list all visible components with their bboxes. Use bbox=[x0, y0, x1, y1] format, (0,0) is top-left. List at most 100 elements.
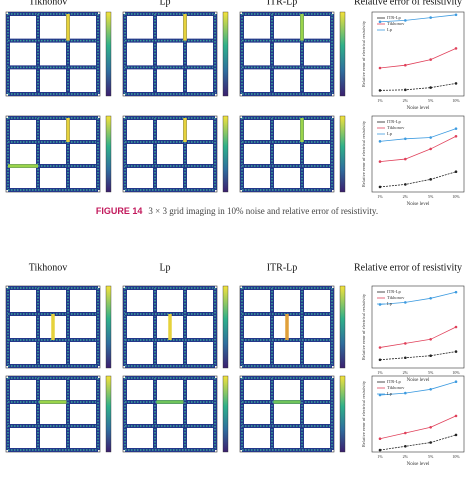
colorbar bbox=[339, 11, 346, 97]
colorbar bbox=[222, 115, 229, 193]
panel-title: ITR-Lp bbox=[267, 0, 298, 7]
panel-frame bbox=[122, 375, 218, 453]
plot-frame bbox=[371, 115, 465, 193]
point bbox=[454, 433, 458, 437]
series-line bbox=[379, 381, 457, 396]
panel-frame bbox=[239, 11, 335, 97]
x-tick-label: 1% bbox=[377, 98, 383, 103]
point bbox=[404, 431, 407, 435]
legend-label: Tikhonov bbox=[387, 125, 405, 130]
point bbox=[429, 441, 432, 444]
panel-title: Relative error of resistivity bbox=[354, 262, 462, 273]
legend-label: Tikhonov bbox=[387, 385, 405, 390]
y-axis-label: Relative error of electrical resistivity bbox=[361, 20, 366, 87]
series-line bbox=[379, 326, 457, 348]
colorbar bbox=[105, 375, 112, 453]
plot-frame bbox=[371, 375, 465, 453]
point bbox=[429, 426, 432, 429]
caption-text: 3 × 3 grid imaging in 10% noise and rela… bbox=[148, 206, 378, 216]
x-tick-label: 2% bbox=[403, 370, 409, 375]
point bbox=[454, 290, 458, 294]
x-axis-label: Noise level bbox=[407, 202, 430, 207]
series-line bbox=[379, 135, 457, 162]
x-tick-label: 10% bbox=[452, 98, 460, 103]
colorbar bbox=[339, 115, 346, 193]
point bbox=[404, 356, 407, 360]
colorbar bbox=[222, 375, 229, 453]
x-tick-label: 1% bbox=[377, 370, 383, 375]
point bbox=[454, 350, 458, 353]
y-axis-label: Relative error of electrical resistivity bbox=[361, 293, 366, 360]
point bbox=[378, 66, 382, 70]
panel-title: Lp bbox=[159, 262, 170, 273]
panel-frame bbox=[239, 375, 335, 453]
point bbox=[378, 140, 382, 143]
point bbox=[429, 297, 432, 300]
panel-title: ITR-Lp bbox=[267, 262, 298, 273]
x-tick-label: 5% bbox=[428, 98, 434, 103]
legend-label: ITR-Lp bbox=[387, 379, 401, 384]
x-tick-label: 2% bbox=[403, 98, 409, 103]
colorbar bbox=[222, 285, 229, 369]
series-line bbox=[379, 434, 457, 451]
series-line bbox=[379, 128, 457, 142]
point bbox=[454, 13, 458, 17]
x-tick-label: 10% bbox=[452, 370, 460, 375]
point bbox=[404, 19, 407, 22]
point bbox=[429, 178, 432, 181]
point bbox=[378, 160, 382, 163]
panel-frame bbox=[5, 11, 101, 97]
point bbox=[378, 89, 382, 92]
x-tick-label: 5% bbox=[428, 454, 434, 459]
point bbox=[378, 346, 382, 349]
x-tick-label: 5% bbox=[428, 370, 434, 375]
x-tick-label: 10% bbox=[452, 194, 460, 199]
x-tick-label: 1% bbox=[377, 454, 383, 459]
point bbox=[378, 185, 382, 189]
panel-frame bbox=[122, 11, 218, 97]
x-tick-label: 10% bbox=[452, 454, 460, 459]
legend-label: Lp bbox=[387, 391, 393, 396]
series-line bbox=[379, 14, 457, 23]
point bbox=[429, 338, 432, 341]
panel-frame bbox=[239, 115, 335, 193]
point bbox=[429, 354, 432, 358]
y-axis-label: Relative error of electrical resistivity bbox=[361, 380, 366, 447]
colorbar bbox=[339, 285, 346, 369]
panel-frame bbox=[122, 115, 218, 193]
colorbar bbox=[339, 375, 346, 453]
point bbox=[454, 127, 458, 130]
panel-title: Tikhonov bbox=[29, 0, 68, 7]
point bbox=[404, 301, 407, 304]
point bbox=[429, 58, 432, 61]
point bbox=[404, 342, 407, 345]
point bbox=[404, 183, 407, 186]
legend-label: Tikhonov bbox=[387, 21, 405, 26]
point bbox=[454, 380, 458, 384]
panel-title: Relative error of resistivity bbox=[354, 0, 462, 7]
series-line bbox=[379, 171, 457, 188]
point bbox=[429, 16, 432, 19]
point bbox=[378, 358, 382, 362]
caption-label: FIGURE 14 bbox=[96, 206, 143, 216]
x-tick-label: 5% bbox=[428, 194, 434, 199]
point bbox=[454, 134, 458, 138]
x-tick-label: 1% bbox=[377, 194, 383, 199]
legend-label: Lp bbox=[387, 131, 393, 136]
point bbox=[378, 20, 382, 24]
series-line bbox=[379, 351, 457, 361]
series-line bbox=[379, 48, 457, 69]
colorbar bbox=[105, 115, 112, 193]
point bbox=[429, 388, 432, 391]
caption: FIGURE 14 3 × 3 grid imaging in 10% noise… bbox=[96, 206, 378, 216]
point bbox=[454, 325, 458, 329]
x-axis-label: Noise level bbox=[407, 462, 430, 467]
point bbox=[454, 414, 458, 418]
point bbox=[454, 170, 458, 174]
x-tick-label: 2% bbox=[403, 194, 409, 199]
point bbox=[404, 137, 407, 141]
panel-title: Tikhonov bbox=[29, 262, 68, 273]
x-tick-label: 2% bbox=[403, 454, 409, 459]
point bbox=[429, 147, 432, 151]
